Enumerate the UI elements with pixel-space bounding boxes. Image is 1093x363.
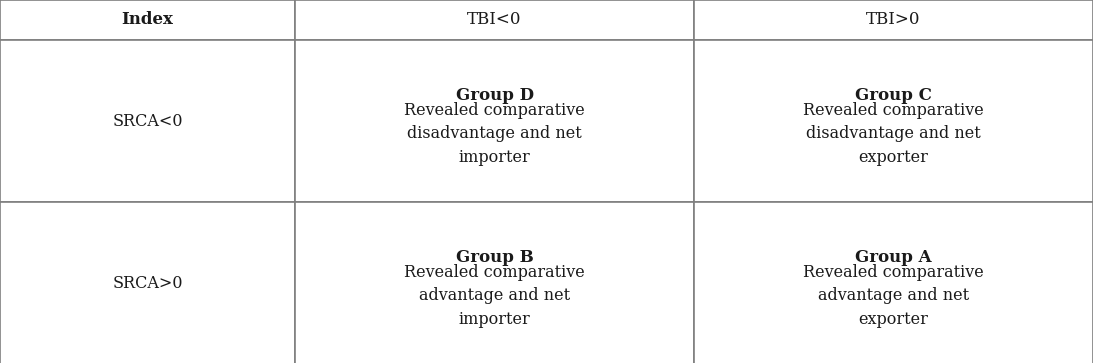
Text: Group B: Group B	[456, 249, 533, 266]
Text: Group C: Group C	[855, 87, 932, 103]
Bar	[295, 202, 694, 363]
Bar	[0, 40, 295, 202]
Bar	[0, 202, 295, 363]
Bar	[694, 202, 1093, 363]
Text: TBI>0: TBI>0	[867, 12, 920, 29]
Text: SRCA<0: SRCA<0	[113, 113, 183, 130]
Text: Group D: Group D	[456, 87, 533, 103]
Bar	[694, 40, 1093, 202]
Text: Group A: Group A	[855, 249, 932, 266]
Bar	[295, 40, 694, 202]
Text: Index: Index	[121, 12, 174, 29]
Text: SRCA>0: SRCA>0	[113, 274, 183, 291]
Text: TBI<0: TBI<0	[468, 12, 521, 29]
Text: Revealed comparative
disadvantage and net
importer: Revealed comparative disadvantage and ne…	[404, 102, 585, 166]
Text: Revealed comparative
disadvantage and net
exporter: Revealed comparative disadvantage and ne…	[803, 102, 984, 166]
Bar	[694, 0, 1093, 40]
Text: Revealed comparative
advantage and net
importer: Revealed comparative advantage and net i…	[404, 264, 585, 328]
Text: Revealed comparative
advantage and net
exporter: Revealed comparative advantage and net e…	[803, 264, 984, 328]
Bar	[295, 0, 694, 40]
Bar	[0, 0, 295, 40]
